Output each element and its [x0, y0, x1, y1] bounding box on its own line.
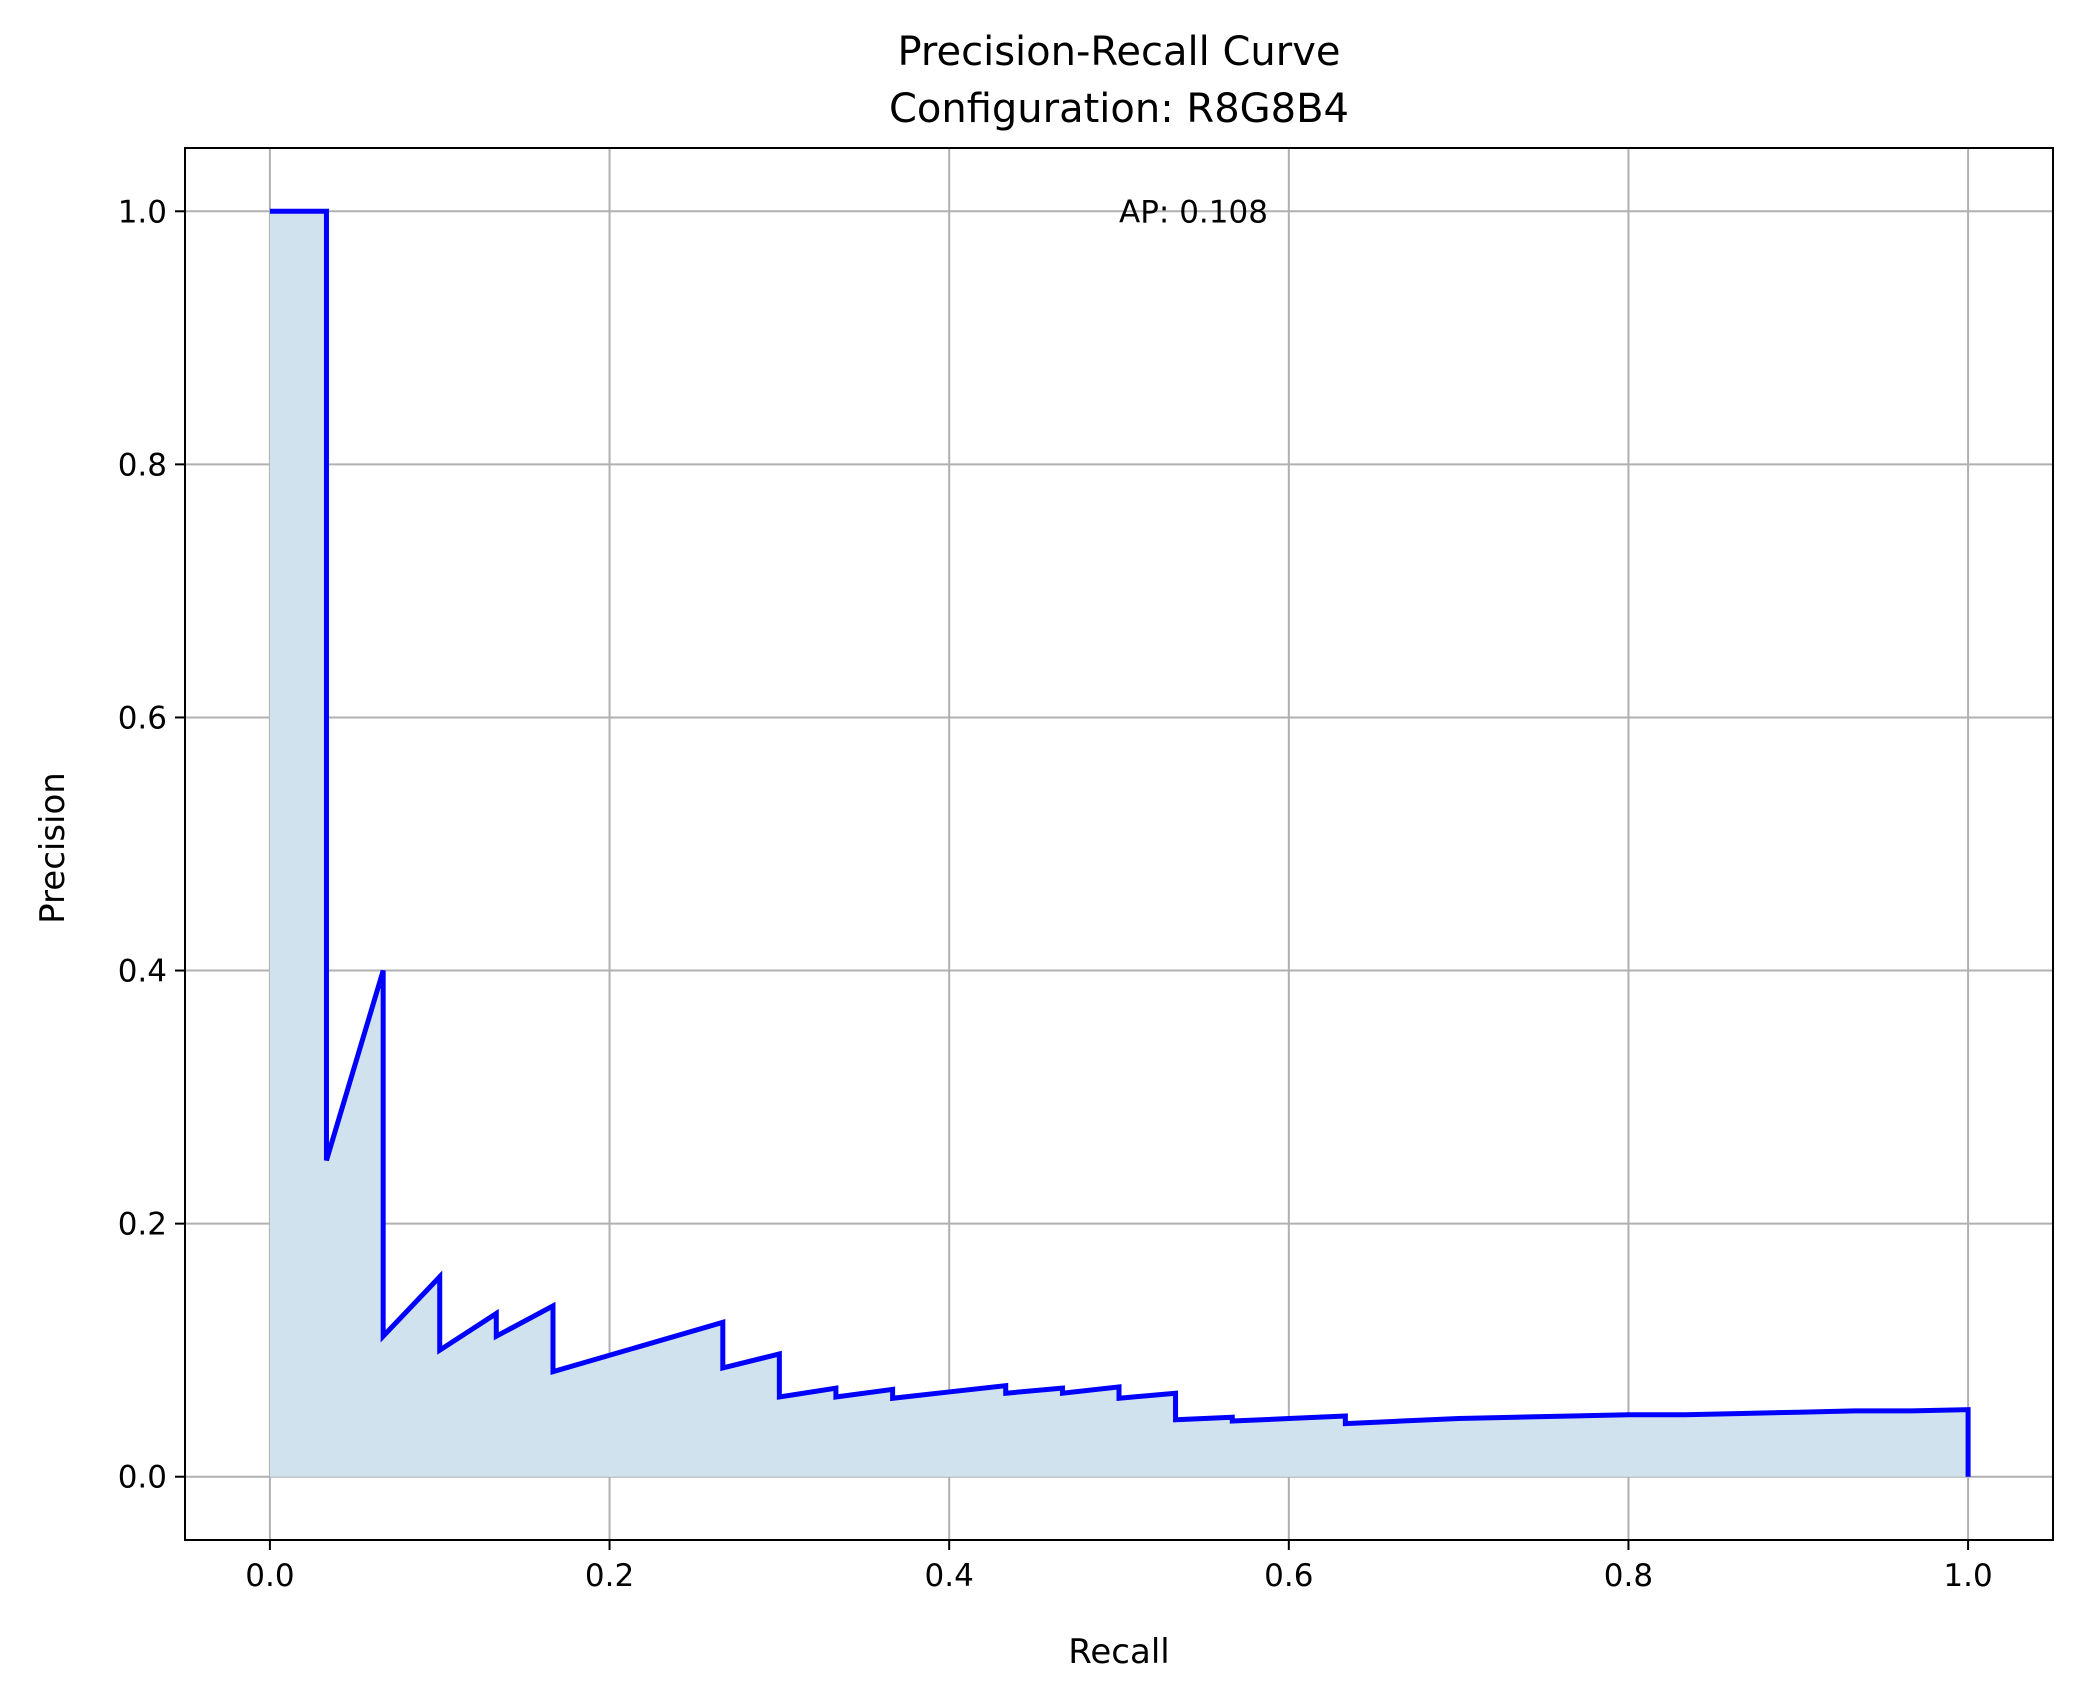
x-axis-label: Recall — [1068, 1632, 1169, 1672]
grid-lines — [185, 148, 2053, 1540]
x-tick-label-4: 0.8 — [1604, 1558, 1653, 1594]
pr-curve-line — [269, 208, 1971, 1477]
y-axis-ticks: 0.0 0.2 0.4 0.6 0.8 1.0 — [118, 194, 185, 1496]
plot-frame — [184, 147, 2054, 1541]
y-tick-label-2: 0.4 — [118, 954, 167, 990]
x-tick-label-3: 0.6 — [1264, 1558, 1313, 1594]
x-tick-label-0: 0.0 — [245, 1558, 294, 1594]
y-tick-label-3: 0.6 — [118, 700, 167, 736]
x-tick-label-2: 0.4 — [925, 1558, 974, 1594]
chart-subtitle: Configuration: R8G8B4 — [889, 86, 1349, 132]
y-axis-label: Precision — [33, 772, 73, 924]
y-tick-label-5: 1.0 — [118, 194, 167, 230]
chart-title: Precision-Recall Curve — [898, 29, 1341, 75]
x-tick-label-1: 0.2 — [585, 1558, 634, 1594]
y-tick-label-0: 0.0 — [118, 1460, 167, 1496]
y-tick-label-1: 0.2 — [118, 1207, 167, 1243]
ap-annotation: AP: 0.108 — [1119, 194, 1268, 230]
x-tick-label-5: 1.0 — [1943, 1558, 1992, 1594]
y-tick-label-4: 0.8 — [118, 447, 167, 483]
x-axis-ticks: 0.0 0.2 0.4 0.6 0.8 1.0 — [245, 1540, 1993, 1594]
